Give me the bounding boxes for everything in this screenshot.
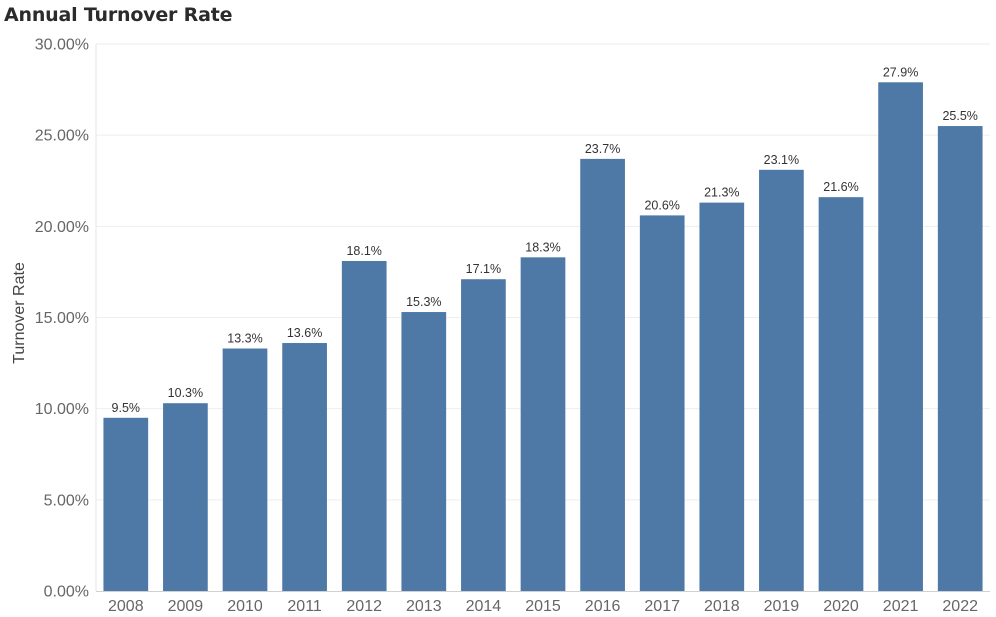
y-tick-label: 30.00% [35, 37, 89, 54]
bar-value-label: 9.5% [112, 401, 141, 415]
bar-value-label: 15.3% [406, 295, 441, 309]
bar-value-label: 21.3% [704, 186, 739, 200]
bar-value-label: 25.5% [942, 109, 977, 123]
x-tick-label: 2022 [942, 598, 978, 615]
x-tick-label: 2016 [585, 598, 621, 615]
bar [163, 403, 208, 591]
bar-value-label: 20.6% [644, 198, 679, 212]
bar [580, 158, 625, 591]
bar [639, 215, 685, 592]
x-tick-label: 2009 [168, 598, 204, 615]
bar [937, 126, 983, 592]
y-axis-ticks: 0.00% 5.00% 10.00% 15.00% 20.00% 25.00% 30.00% [35, 37, 89, 601]
bar-value-label: 23.1% [764, 153, 799, 167]
chart-title: Annual Turnover Rate [4, 4, 233, 26]
bar-value-label: 18.1% [346, 244, 381, 258]
x-tick-label: 2019 [764, 598, 800, 615]
bar-value-label: 13.6% [287, 326, 322, 340]
y-tick-label: 5.00% [44, 492, 89, 509]
bar-value-label: 10.3% [168, 386, 203, 400]
y-tick-label: 15.00% [35, 310, 89, 327]
y-tick-label: 0.00% [44, 584, 89, 601]
bar [103, 417, 149, 591]
bar [461, 279, 506, 591]
y-axis-title: Turnover Rate [11, 262, 28, 364]
x-tick-label: 2012 [346, 598, 382, 615]
y-tick-label: 25.00% [35, 128, 89, 145]
bar [222, 348, 268, 591]
bar-value-label: 27.9% [883, 65, 918, 79]
bar-value-labels: 9.5% 10.3% 13.3% 13.6% 18.1% 15.3% 17.1% 18.3% 2… [112, 65, 978, 414]
bars [103, 82, 983, 592]
bar [401, 312, 447, 591]
bar [520, 257, 566, 591]
y-tick-label: 20.00% [35, 219, 89, 236]
bar-value-label: 18.3% [525, 240, 560, 254]
x-axis-ticks: 2008 2009 2010 2011 2012 2013 2014 2015 2016 2017… [108, 598, 978, 615]
bar-value-label: 23.7% [585, 142, 620, 156]
bar-value-label: 13.3% [227, 331, 262, 345]
bar-value-label: 21.6% [823, 180, 858, 194]
bar [759, 169, 804, 591]
x-tick-label: 2015 [525, 598, 561, 615]
bar [341, 260, 387, 591]
y-tick-label: 10.00% [35, 401, 89, 418]
x-tick-label: 2013 [406, 598, 442, 615]
x-tick-label: 2011 [287, 598, 322, 615]
bar-value-label: 17.1% [466, 262, 501, 276]
x-tick-label: 2010 [227, 598, 263, 615]
bar [699, 202, 745, 591]
x-tick-label: 2014 [466, 598, 502, 615]
bar [818, 197, 864, 591]
x-tick-label: 2017 [644, 598, 680, 615]
x-tick-label: 2008 [108, 598, 144, 615]
x-tick-label: 2018 [704, 598, 740, 615]
x-tick-label: 2021 [883, 598, 919, 615]
bar [878, 82, 923, 591]
bar [282, 343, 327, 591]
x-tick-label: 2020 [823, 598, 859, 615]
